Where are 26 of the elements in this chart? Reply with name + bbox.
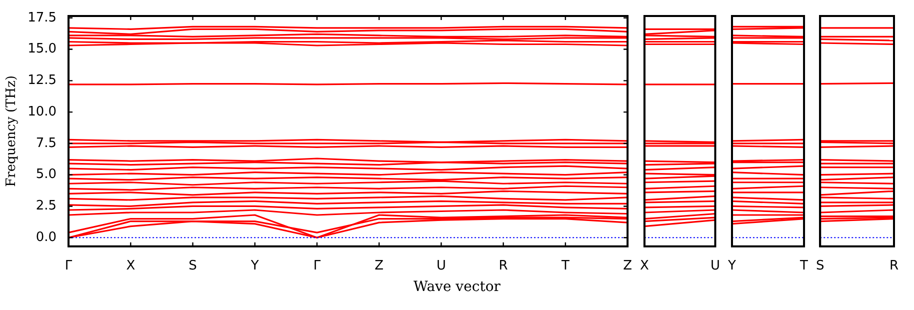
x-tick-label: X	[640, 258, 649, 274]
y-tick-label: 12.5	[28, 73, 57, 88]
x-tick-label: Z	[374, 258, 384, 274]
x-tick-label: T	[799, 258, 808, 274]
x-tick-label: S	[188, 258, 197, 274]
y-tick-label: 5.0	[36, 167, 57, 182]
x-tick-label: Z	[623, 258, 632, 274]
x-axis-title: Wave vector	[412, 279, 502, 295]
y-tick-label: 17.5	[28, 10, 57, 26]
y-tick-label: 10.0	[28, 104, 57, 120]
y-tick-label: 2.5	[36, 198, 57, 214]
y-tick-label: 7.5	[36, 136, 57, 151]
y-tick-label: 15.0	[28, 42, 57, 57]
x-tick-label: T	[560, 258, 570, 274]
x-tick-label: U	[710, 258, 720, 274]
x-tick-label: Γ	[313, 258, 322, 274]
x-tick-label: R	[889, 258, 899, 274]
x-tick-label: Y	[726, 258, 736, 274]
x-tick-label: X	[126, 258, 136, 274]
x-tick-label: Y	[250, 258, 259, 274]
x-tick-label: Γ	[64, 258, 73, 274]
x-tick-label: R	[498, 258, 508, 274]
x-tick-label: S	[816, 258, 824, 274]
x-tick-label: U	[436, 258, 446, 274]
y-axis-title: Frequency (THz)	[4, 75, 20, 187]
y-tick-label: 0.0	[36, 230, 57, 245]
